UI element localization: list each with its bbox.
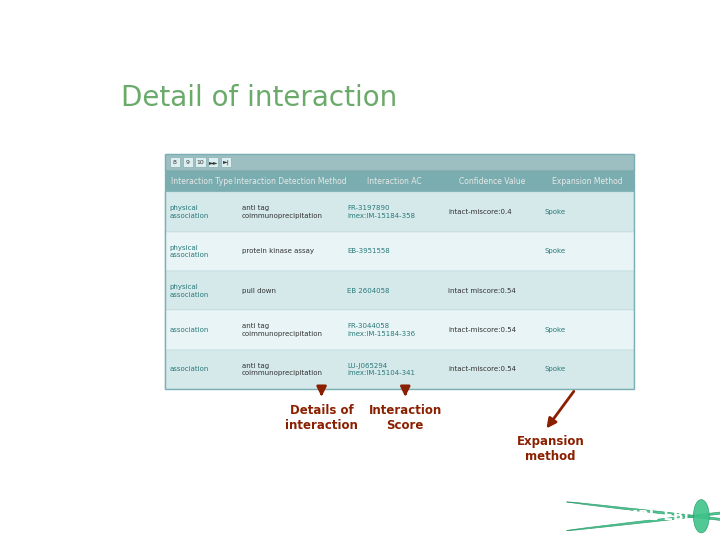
Text: anti tag
coimmunoprecipitation: anti tag coimmunoprecipitation [242, 363, 323, 376]
Text: Spoke: Spoke [544, 367, 565, 373]
Text: intact miscore:0.54: intact miscore:0.54 [448, 288, 516, 294]
Text: 9: 9 [186, 160, 189, 165]
Text: Detail of interaction: Detail of interaction [121, 84, 397, 112]
Text: EB-3951558: EB-3951558 [347, 248, 390, 254]
Text: 10: 10 [197, 160, 204, 165]
Text: EMBL-EBI: EMBL-EBI [616, 509, 689, 523]
Text: Expansion
method: Expansion method [516, 435, 584, 463]
Text: anti tag
coimmunoprecipitation: anti tag coimmunoprecipitation [242, 323, 323, 337]
FancyBboxPatch shape [183, 157, 193, 167]
Text: intact-miscore:0.4: intact-miscore:0.4 [448, 209, 512, 215]
Text: EB 2604058: EB 2604058 [347, 288, 390, 294]
Text: Interaction Type: Interaction Type [171, 177, 233, 186]
Text: Interaction AC: Interaction AC [366, 177, 421, 186]
Text: anti tag
coimmunoprecipitation: anti tag coimmunoprecipitation [242, 205, 323, 219]
Ellipse shape [693, 500, 709, 533]
Ellipse shape [567, 502, 720, 531]
FancyBboxPatch shape [166, 310, 634, 350]
Text: Spoke: Spoke [544, 327, 565, 333]
FancyBboxPatch shape [166, 271, 634, 310]
Text: Details of
interaction: Details of interaction [285, 404, 358, 431]
Text: 8: 8 [173, 160, 176, 165]
Text: FR-3197890
imex:IM-15184-358: FR-3197890 imex:IM-15184-358 [347, 205, 415, 219]
Text: ►|: ►| [222, 159, 230, 165]
FancyBboxPatch shape [166, 192, 634, 232]
Text: intact-miscore:0.54: intact-miscore:0.54 [448, 367, 516, 373]
Text: physical
association: physical association [169, 205, 209, 219]
Text: FR-3044058
imex:IM-15184-336: FR-3044058 imex:IM-15184-336 [347, 323, 415, 337]
Text: 59: 59 [13, 511, 25, 521]
FancyBboxPatch shape [166, 154, 634, 170]
Text: pull down: pull down [242, 288, 276, 294]
Text: Expansion Method: Expansion Method [552, 177, 623, 186]
Ellipse shape [567, 502, 720, 531]
Text: Interaction
Score: Interaction Score [369, 404, 442, 431]
Text: intact-miscore:0.54: intact-miscore:0.54 [448, 327, 516, 333]
FancyBboxPatch shape [221, 157, 231, 167]
Text: association: association [169, 327, 209, 333]
Text: protein kinase assay: protein kinase assay [242, 248, 314, 254]
Text: association: association [169, 367, 209, 373]
Text: Spoke: Spoke [544, 248, 565, 254]
FancyBboxPatch shape [170, 157, 180, 167]
Text: physical
association: physical association [169, 245, 209, 258]
FancyBboxPatch shape [208, 157, 218, 167]
FancyBboxPatch shape [166, 170, 634, 192]
FancyBboxPatch shape [195, 157, 205, 167]
Text: ►►: ►► [209, 160, 218, 165]
Text: physical
association: physical association [169, 284, 209, 298]
Text: Interaction Detection Method: Interaction Detection Method [235, 177, 347, 186]
FancyBboxPatch shape [166, 232, 634, 271]
FancyBboxPatch shape [166, 350, 634, 389]
Text: Confidence Value: Confidence Value [459, 177, 526, 186]
Text: LU-J065294
imex:IM-15104-341: LU-J065294 imex:IM-15104-341 [347, 363, 415, 376]
Text: Spoke: Spoke [544, 209, 565, 215]
